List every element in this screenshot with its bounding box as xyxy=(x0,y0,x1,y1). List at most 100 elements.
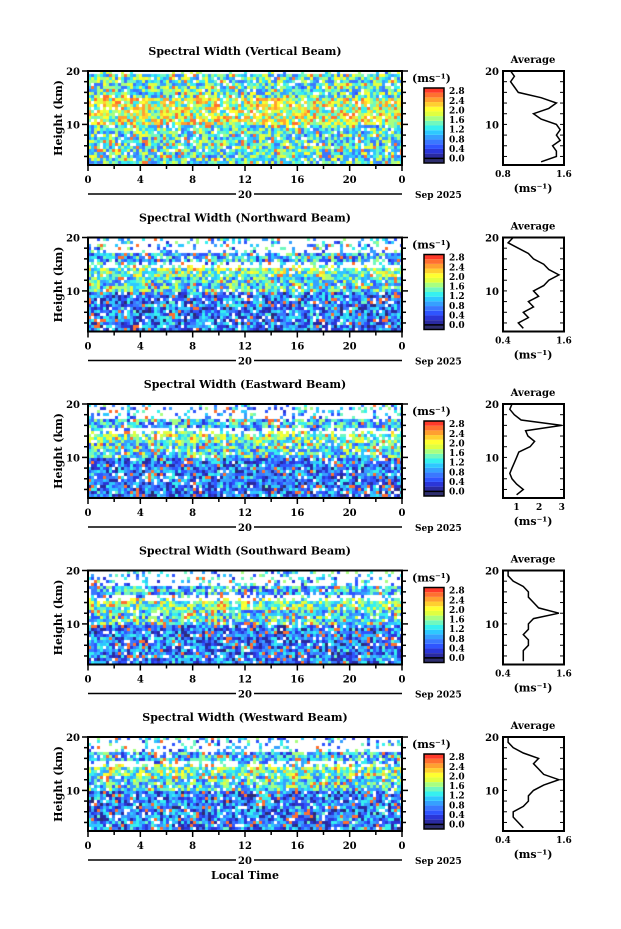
average-profile-line xyxy=(507,570,560,662)
colorbar-tick-label: 2.0 xyxy=(449,606,465,616)
x-tick-label: 0 xyxy=(399,175,406,186)
colorbar-frame xyxy=(423,420,445,497)
avg-x-tick-label: 3 xyxy=(559,503,565,513)
avg-y-tick-label: 10 xyxy=(485,120,499,131)
x-tick-label: 20 xyxy=(343,675,357,686)
date-label: Sep 2025 xyxy=(415,691,462,701)
x-tick-label: 12 xyxy=(238,175,252,186)
avg-x-tick-label: 0.8 xyxy=(495,170,511,180)
date-label-bg xyxy=(236,521,254,532)
colorbar-swatch xyxy=(424,819,444,825)
colorbar-swatch xyxy=(424,620,444,625)
colorbar-swatch xyxy=(424,768,444,773)
colorbar-swatch xyxy=(424,153,444,159)
colorbar-tick-label: 1.6 xyxy=(449,449,465,459)
date-label: Sep 2025 xyxy=(415,524,462,534)
x-tick-label: 20 xyxy=(343,175,357,186)
average-profile-line xyxy=(508,403,562,496)
colorbar-swatch xyxy=(424,629,444,635)
colorbar-tick-label: 1.6 xyxy=(449,616,465,626)
avg-x-tick-label: 1.6 xyxy=(556,337,572,347)
colorbar-tick-label: 2.4 xyxy=(449,97,465,107)
colorbar-swatch xyxy=(424,320,444,325)
plot-frame xyxy=(87,70,403,166)
x-tick-label: 0 xyxy=(85,508,92,519)
colorbar-swatch xyxy=(424,97,444,103)
average-title: Average xyxy=(510,721,556,732)
y-axis-label: Height (km) xyxy=(52,80,65,156)
average-frame xyxy=(502,70,565,166)
colorbar-swatch xyxy=(424,782,444,787)
colorbar-swatch xyxy=(424,467,444,473)
spectral-width-heatmap xyxy=(88,71,402,165)
x-tick-label: 4 xyxy=(137,675,144,686)
x-tick-label: 0 xyxy=(399,342,406,353)
average-unit: (ms⁻¹) xyxy=(514,682,553,695)
colorbar-swatch xyxy=(424,763,444,769)
colorbar-swatch xyxy=(424,430,444,436)
x-tick-label: 16 xyxy=(290,508,304,519)
x-tick-label: 20 xyxy=(343,508,357,519)
colorbar-tick-label: 1.6 xyxy=(449,116,465,126)
x-tick-label: 16 xyxy=(290,675,304,686)
average-unit: (ms⁻¹) xyxy=(514,515,553,528)
x-tick-label: 0 xyxy=(85,675,92,686)
x-tick-label: 4 xyxy=(137,175,144,186)
y-tick-label: 20 xyxy=(66,567,80,578)
colorbar-swatch xyxy=(424,296,444,302)
avg-x-tick-label: 0.4 xyxy=(495,337,511,347)
colorbar-swatch xyxy=(424,134,444,140)
avg-y-tick-label: 10 xyxy=(485,453,499,464)
x-axis-label: Local Time xyxy=(211,869,279,882)
x-tick-label: 4 xyxy=(137,508,144,519)
colorbar-tick-label: 2.4 xyxy=(449,430,465,440)
colorbar-swatch xyxy=(424,463,444,468)
colorbar-tick-label: 2.0 xyxy=(449,273,465,283)
colorbar-swatch xyxy=(424,796,444,801)
x-tick-label: 16 xyxy=(290,841,304,852)
x-tick-label: 0 xyxy=(399,675,406,686)
colorbar-swatch xyxy=(424,758,444,764)
colorbar-swatch xyxy=(424,102,444,107)
x-tick-label: 0 xyxy=(85,342,92,353)
average-title: Average xyxy=(510,388,556,399)
x-tick-label: 0 xyxy=(85,841,92,852)
colorbar-swatch xyxy=(424,259,444,264)
colorbar-swatch xyxy=(424,615,444,621)
plot-frame xyxy=(87,569,403,666)
avg-x-tick-label: 1.6 xyxy=(556,836,572,846)
colorbar-swatch xyxy=(424,786,444,792)
colorbar-tick-label: 0.0 xyxy=(449,488,465,498)
panel-title: Spectral Width (Eastward Beam) xyxy=(144,378,346,391)
avg-y-tick-label: 10 xyxy=(485,287,499,298)
x-tick-label: 16 xyxy=(290,342,304,353)
colorbar-swatch xyxy=(424,315,444,321)
colorbar-swatch xyxy=(424,772,444,778)
average-profile-line xyxy=(509,70,562,163)
avg-x-tick-label: 0.4 xyxy=(495,836,511,846)
colorbar-swatch xyxy=(424,634,444,640)
colorbar-tick-label: 2.0 xyxy=(449,772,465,782)
average-frame xyxy=(502,736,565,832)
x-tick-label: 8 xyxy=(189,175,196,186)
colorbar-swatch xyxy=(424,810,444,815)
y-tick-label: 10 xyxy=(66,453,80,464)
avg-x-tick-label: 2 xyxy=(536,503,542,513)
colorbar-swatch xyxy=(424,824,444,829)
colorbar-swatch xyxy=(424,491,444,496)
colorbar-tick-label: 0.4 xyxy=(449,311,465,321)
date-label: Sep 2025 xyxy=(415,358,462,368)
colorbar-tick-label: 0.8 xyxy=(449,635,465,645)
colorbar-swatch xyxy=(424,148,444,154)
colorbar-tick-label: 2.4 xyxy=(449,263,465,273)
avg-x-tick-label: 1 xyxy=(513,503,519,513)
x-tick-label: 0 xyxy=(399,841,406,852)
colorbar-unit: (ms⁻¹) xyxy=(412,738,451,751)
avg-y-tick-label: 20 xyxy=(485,733,499,744)
y-axis-label: Height (km) xyxy=(52,247,65,323)
colorbar-tick-label: 0.4 xyxy=(449,478,465,488)
average-title: Average xyxy=(510,555,556,566)
colorbar-tick-label: 0.0 xyxy=(449,155,465,165)
date-label-bg xyxy=(236,188,254,199)
